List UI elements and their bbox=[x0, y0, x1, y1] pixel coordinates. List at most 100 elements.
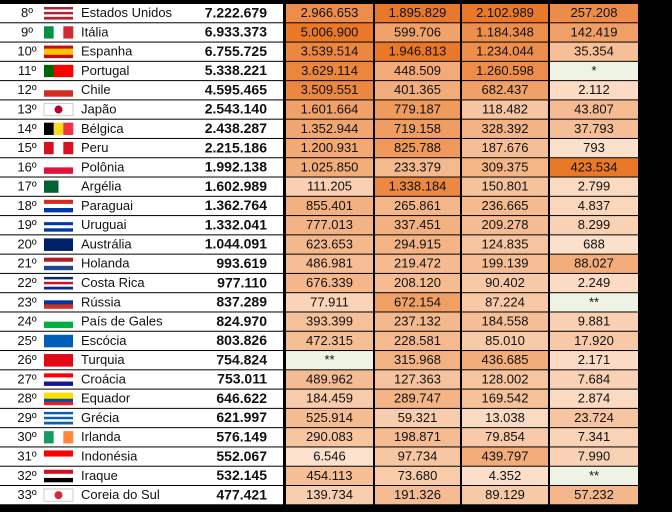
cell-value: 672.154 bbox=[394, 294, 441, 309]
flag bbox=[63, 26, 74, 39]
cell bbox=[286, 216, 373, 235]
flag bbox=[44, 276, 73, 280]
total: 621.997 bbox=[216, 409, 267, 425]
cell-value: 199.139 bbox=[482, 256, 529, 271]
flag bbox=[44, 477, 73, 483]
cell-value: 1.184.348 bbox=[476, 24, 534, 39]
flag bbox=[63, 431, 74, 444]
cell-value: 37.793 bbox=[574, 121, 614, 136]
flag bbox=[44, 161, 73, 168]
cell-value: 289.747 bbox=[394, 391, 441, 406]
cell bbox=[375, 23, 460, 42]
cell bbox=[550, 4, 638, 23]
cell bbox=[550, 216, 638, 235]
cell bbox=[550, 428, 638, 447]
total: 1.992.138 bbox=[205, 159, 267, 175]
cell bbox=[286, 370, 373, 389]
cell bbox=[286, 254, 373, 273]
rank: 21º bbox=[17, 256, 36, 271]
cell bbox=[375, 138, 460, 158]
flag bbox=[44, 207, 73, 213]
cell bbox=[375, 81, 460, 100]
rank: 33º bbox=[17, 487, 36, 502]
rank: 17º bbox=[17, 179, 36, 194]
cell-value: 79.854 bbox=[485, 429, 525, 444]
cell-value: 623.653 bbox=[306, 236, 353, 251]
cell-value: 228.581 bbox=[394, 333, 441, 348]
cell bbox=[286, 389, 373, 408]
cell-value: 57.232 bbox=[574, 487, 614, 502]
cell bbox=[462, 447, 548, 466]
cell bbox=[375, 254, 460, 273]
country: Iraque bbox=[81, 468, 118, 483]
cell-value: 3.629.114 bbox=[301, 63, 358, 78]
cell bbox=[550, 177, 638, 196]
country: Chile bbox=[81, 82, 111, 97]
cell bbox=[550, 331, 638, 351]
total: 6.933.373 bbox=[205, 24, 267, 40]
cell bbox=[375, 428, 460, 447]
cell-value: 184.558 bbox=[482, 314, 529, 329]
cell bbox=[550, 100, 638, 119]
flag bbox=[44, 203, 73, 209]
cell-value: 191.326 bbox=[394, 487, 441, 502]
cell bbox=[286, 486, 373, 505]
cell bbox=[286, 273, 373, 293]
flag bbox=[44, 456, 73, 464]
cell-value: 448.509 bbox=[394, 63, 441, 78]
rank: 11º bbox=[18, 63, 36, 78]
cell bbox=[286, 100, 373, 119]
cell-value: 87.224 bbox=[485, 294, 525, 309]
rank: 32º bbox=[17, 468, 36, 483]
cell bbox=[462, 61, 548, 81]
cell-value: 208.120 bbox=[394, 275, 441, 290]
total: 837.289 bbox=[216, 294, 267, 310]
flag bbox=[44, 469, 73, 475]
cell bbox=[550, 138, 638, 158]
flag bbox=[44, 354, 73, 367]
country: País de Gales bbox=[81, 314, 163, 329]
flag bbox=[44, 473, 73, 479]
flag bbox=[44, 222, 73, 226]
cell-value: 855.401 bbox=[306, 198, 353, 213]
country: Bélgica bbox=[81, 121, 124, 136]
cell-value: 777.013 bbox=[306, 217, 353, 232]
cell bbox=[375, 293, 460, 312]
total: 2.215.186 bbox=[205, 139, 267, 155]
cell bbox=[550, 466, 638, 485]
cell bbox=[550, 486, 638, 505]
country: Peru bbox=[81, 140, 108, 155]
total: 646.622 bbox=[216, 390, 267, 406]
cell-value: 142.419 bbox=[571, 24, 618, 39]
cell-value: 2.966.653 bbox=[301, 5, 359, 20]
cell-value: 423.534 bbox=[571, 159, 618, 174]
cell-value: 139.734 bbox=[306, 487, 353, 502]
rank: 12º bbox=[17, 82, 36, 97]
cell bbox=[286, 4, 373, 23]
cell-value: 111.205 bbox=[307, 179, 352, 194]
cell bbox=[375, 4, 460, 23]
flag bbox=[63, 64, 74, 78]
total: 803.826 bbox=[216, 332, 267, 348]
rank: 15º bbox=[17, 140, 36, 155]
cell bbox=[462, 216, 548, 235]
cell bbox=[550, 42, 638, 61]
flag bbox=[44, 167, 73, 174]
flag bbox=[44, 261, 73, 267]
flag bbox=[53, 141, 64, 155]
rank: 24º bbox=[17, 314, 36, 329]
country: Austrália bbox=[81, 236, 132, 251]
flag bbox=[44, 45, 73, 49]
flag bbox=[44, 257, 73, 263]
total: 993.619 bbox=[216, 255, 267, 271]
flag bbox=[44, 296, 73, 301]
flag bbox=[54, 491, 63, 500]
cell bbox=[375, 235, 460, 254]
cell-value: 2.112 bbox=[578, 82, 610, 97]
flag bbox=[44, 373, 73, 378]
cell bbox=[375, 370, 460, 389]
cell bbox=[550, 312, 638, 331]
cell-value: 337.451 bbox=[394, 217, 441, 232]
flag bbox=[53, 26, 64, 39]
